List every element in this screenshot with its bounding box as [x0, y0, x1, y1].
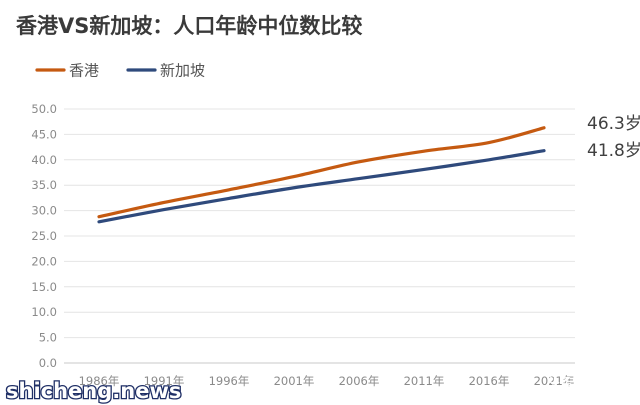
watermark-credit: 头条@地产三哥	[547, 375, 638, 391]
x-tick-label-0: 1986年	[79, 374, 120, 388]
x-tick-label-7: 2021年	[534, 374, 575, 388]
legend: 香港 新加坡	[35, 62, 205, 80]
x-axis-ticks: 1986年 1991年 1996年 2001年 2006年 2011年 2016年 2021年	[79, 374, 575, 388]
y-tick-label-3: 15.0	[31, 280, 57, 294]
grid	[64, 108, 575, 364]
legend-label-1: 新加坡	[160, 62, 205, 80]
watermark-site: shicheng.news	[6, 379, 181, 403]
watermark: shicheng.news 头条@地产三哥	[5, 375, 638, 404]
y-tick-label-0: 0.0	[39, 356, 57, 370]
x-tick-label-6: 2016年	[469, 374, 510, 388]
y-tick-label-9: 45.0	[31, 127, 57, 141]
x-tick-label-1: 1991年	[144, 374, 185, 388]
chart-title: 香港VS新加坡：人口年龄中位数比较	[16, 14, 362, 38]
y-tick-label-2: 10.0	[31, 305, 57, 319]
end-label-1: 41.8岁	[587, 141, 640, 161]
x-tick-label-2: 1996年	[209, 374, 250, 388]
y-tick-label-1: 5.0	[39, 331, 57, 345]
y-axis-ticks: 0.0 5.0 10.0 15.0 20.0 25.0 30.0 35.0 40.0 45.0 50…	[31, 102, 57, 370]
y-tick-label-8: 40.0	[31, 153, 57, 167]
y-tick-label-6: 30.0	[31, 204, 57, 218]
series-lines	[97, 126, 546, 224]
end-labels: 46.3岁 41.8岁	[587, 114, 640, 161]
x-tick-label-4: 2006年	[339, 374, 380, 388]
legend-label-0: 香港	[69, 62, 99, 80]
series-line-0	[97, 126, 546, 219]
y-tick-label-4: 20.0	[31, 254, 57, 268]
y-tick-label-10: 50.0	[31, 102, 57, 116]
x-tick-label-5: 2011年	[404, 374, 445, 388]
end-label-0: 46.3岁	[587, 114, 640, 134]
series-line-1	[97, 149, 546, 224]
x-tick-label-3: 2001年	[274, 374, 315, 388]
y-tick-label-5: 25.0	[31, 229, 57, 243]
y-tick-label-7: 35.0	[31, 178, 57, 192]
